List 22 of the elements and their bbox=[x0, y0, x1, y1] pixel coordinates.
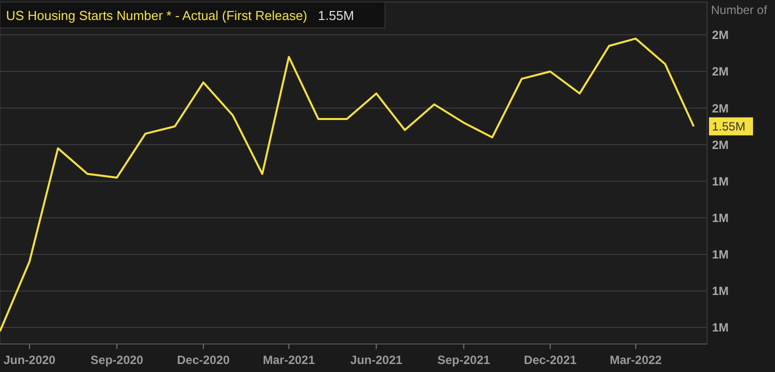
y-tick-label: 2M bbox=[712, 64, 729, 79]
x-tick-label: Dec-2021 bbox=[524, 353, 577, 367]
x-tick-label: Jun-2021 bbox=[350, 353, 403, 367]
y-tick-label: 2M bbox=[712, 138, 729, 152]
y-tick-label: 1M bbox=[712, 320, 729, 335]
y-tick-label: 1M bbox=[712, 174, 729, 188]
annotation: 1.55M bbox=[712, 120, 746, 134]
x-tick-label: Sep-2021 bbox=[437, 353, 490, 367]
y-tick-label: 1M bbox=[712, 248, 729, 262]
x-tick-label: Jun-2020 bbox=[3, 353, 56, 367]
y-axis-title: Number of bbox=[711, 3, 768, 17]
y-tick-label: 2M bbox=[712, 101, 729, 116]
x-tick-label: Sep-2020 bbox=[90, 353, 144, 367]
y-tick-label: 1M bbox=[712, 284, 729, 298]
line-series bbox=[0, 38, 695, 332]
x-tick-label: Dec-2020 bbox=[177, 353, 230, 367]
x-tick-label: Mar-2022 bbox=[610, 353, 662, 367]
y-tick-label: 1M bbox=[712, 211, 729, 226]
annotation: 1.55M bbox=[318, 8, 354, 23]
y-tick-label: 2M bbox=[712, 28, 729, 42]
x-tick-label: Mar-2021 bbox=[262, 353, 316, 367]
text: US Housing Starts Number * - Actual (First Release) bbox=[6, 8, 308, 23]
